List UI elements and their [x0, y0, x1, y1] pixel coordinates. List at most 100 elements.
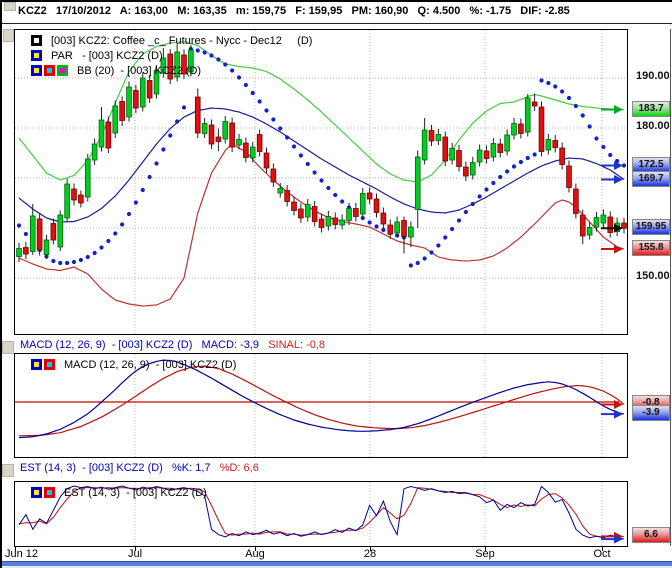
candle-body [188, 49, 194, 73]
series-marker-icon [31, 487, 42, 498]
x-axis-tick [370, 546, 371, 551]
candle-body [208, 124, 215, 145]
sar-dot [230, 68, 235, 73]
window-bottom-margin [2, 566, 672, 568]
series-marker-icon [31, 359, 42, 370]
candle-body [133, 90, 139, 109]
macd-chart-svg[interactable] [15, 354, 627, 457]
macd-panel-toggle[interactable] [2, 341, 14, 354]
value-arrow-icon [601, 105, 623, 114]
candle-body [126, 86, 132, 118]
quote-field: Q: 4.500 [408, 5, 461, 17]
candle-body [153, 70, 160, 95]
candle-body [421, 129, 428, 161]
main-chart-panel[interactable]: [003] KCZ2: Coffee _c_ Futures - Nycc - … [14, 29, 628, 335]
sar-dot [78, 257, 83, 263]
candle-body [311, 206, 318, 222]
est-panel-toggle[interactable] [2, 464, 14, 477]
candle-body [16, 248, 22, 257]
quote-field: PM: 160,90 [342, 5, 409, 17]
quote-field: M: 163,35 [168, 5, 227, 17]
toolbar-stub-icon[interactable] [4, 2, 16, 11]
candle-body [524, 97, 531, 133]
legend-row: EST (14, 3) - [003] KCZ2 (D) [31, 485, 207, 500]
date-label: 17/10/2012 [46, 5, 111, 17]
candle-body [373, 198, 380, 213]
sar-dot [532, 152, 537, 157]
candle-body [463, 166, 469, 177]
sar-dot [298, 153, 303, 158]
candle-body [394, 221, 400, 234]
candle-body [229, 122, 235, 148]
x-axis-tick [255, 546, 256, 551]
candle-body [483, 150, 490, 159]
y-axis-label: 180.00 [636, 120, 670, 132]
sar-dot [484, 187, 489, 192]
candle-body [160, 57, 167, 74]
candle-body [284, 190, 290, 202]
main-chart-legend: [003] KCZ2: Coffee _c_ Futures - Nycc - … [31, 33, 312, 78]
x-axis-label: Jul [127, 548, 143, 560]
candle-body [593, 217, 600, 228]
candle-body [43, 239, 50, 255]
sar-dot [594, 136, 599, 141]
candle-body [497, 143, 504, 153]
sar-dot [511, 164, 517, 169]
value-badge: -3.9 [632, 405, 670, 422]
candle-body [607, 216, 614, 233]
sar-dot [621, 163, 627, 168]
candle-body [236, 139, 242, 146]
sar-dot [608, 152, 613, 158]
stochastic-legend: EST (14, 3) - [003] KCZ2 (D) [31, 485, 207, 500]
value-arrow-icon [601, 244, 623, 254]
sar-dot [580, 113, 585, 118]
sar-dot [381, 227, 386, 233]
main-chart-svg[interactable] [15, 30, 627, 334]
value-arrow-icon [601, 161, 623, 170]
quote-field: m: 159,75 [226, 5, 287, 17]
sar-dot [525, 155, 530, 161]
candle-body [573, 188, 579, 214]
sar-dot [243, 82, 248, 88]
sar-dot [333, 192, 338, 198]
sar-dot [470, 201, 475, 207]
stochastic-chart-svg[interactable] [15, 482, 627, 546]
value-badge: 169.7 [632, 170, 670, 187]
candle-body [401, 220, 407, 237]
x-axis-tick [602, 546, 603, 551]
legend-label: [003] KCZ2: Coffee _c_ Futures - Nycc - … [51, 34, 313, 47]
candle-body [222, 121, 229, 140]
series-marker-icon [31, 50, 42, 61]
candle-body [71, 188, 77, 201]
macd-panel[interactable]: MACD (12, 26, 9) - [003] KCZ2 (D) [14, 353, 628, 458]
sar-dot [429, 250, 434, 255]
candle-body [167, 53, 174, 80]
candle-body [552, 140, 559, 148]
bollinger-upper-line [18, 40, 625, 183]
y-axis-label: 190.00 [636, 70, 670, 82]
candle-body [57, 214, 64, 248]
sar-dot [463, 209, 468, 215]
x-axis-label: Aug [245, 548, 265, 560]
candle-body [78, 194, 84, 204]
sar-dot [236, 75, 242, 80]
candle-body [91, 143, 98, 161]
candle-body [194, 96, 201, 134]
legend-row: [003] KCZ2: Coffee _c_ Futures - Nycc - … [31, 33, 312, 48]
candle-body [36, 218, 43, 251]
stochastic-panel[interactable]: EST (14, 3) - [003] KCZ2 (D) [14, 481, 628, 547]
sar-dot [326, 185, 331, 191]
candle-body [23, 247, 29, 255]
value-badge: 155.8 [632, 240, 670, 256]
candle-body [387, 224, 394, 235]
series-marker-icon [44, 487, 55, 498]
candle-body [98, 119, 105, 148]
candle-body [380, 212, 387, 225]
main-panel-toggle[interactable] [3, 29, 14, 42]
candle-body [518, 123, 524, 134]
sar-dot [154, 161, 159, 166]
macd-line [18, 359, 625, 439]
series-marker-icon [31, 35, 42, 46]
candle-body [298, 208, 304, 219]
x-axis-tick [15, 546, 16, 551]
